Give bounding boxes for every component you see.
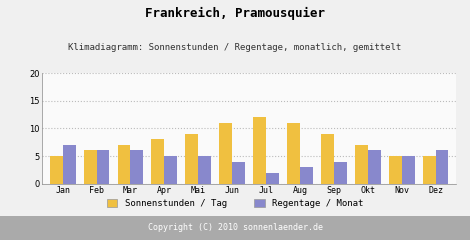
Bar <box>118 145 131 184</box>
Bar <box>131 150 143 184</box>
Text: Klimadiagramm: Sonnenstunden / Regentage, monatlich, gemittelt: Klimadiagramm: Sonnenstunden / Regentage… <box>68 43 402 52</box>
Bar <box>355 145 368 184</box>
Bar <box>253 117 266 184</box>
Bar <box>63 145 76 184</box>
Bar <box>219 123 232 184</box>
Bar <box>436 150 448 184</box>
Bar <box>50 156 63 184</box>
Bar <box>334 162 347 184</box>
Legend: Sonnenstunden / Tag, Regentage / Monat: Sonnenstunden / Tag, Regentage / Monat <box>103 195 367 211</box>
Bar <box>266 173 279 184</box>
Bar <box>185 134 198 184</box>
Bar <box>151 139 164 184</box>
Bar <box>84 150 96 184</box>
Bar <box>368 150 381 184</box>
Text: Copyright (C) 2010 sonnenlaender.de: Copyright (C) 2010 sonnenlaender.de <box>148 223 322 233</box>
Bar <box>300 167 313 184</box>
Bar <box>198 156 211 184</box>
Bar <box>287 123 300 184</box>
Text: Frankreich, Pramousquier: Frankreich, Pramousquier <box>145 7 325 20</box>
Bar <box>389 156 402 184</box>
Bar <box>232 162 245 184</box>
Bar <box>321 134 334 184</box>
Bar <box>164 156 177 184</box>
Bar <box>423 156 436 184</box>
Bar <box>96 150 110 184</box>
Bar <box>402 156 415 184</box>
